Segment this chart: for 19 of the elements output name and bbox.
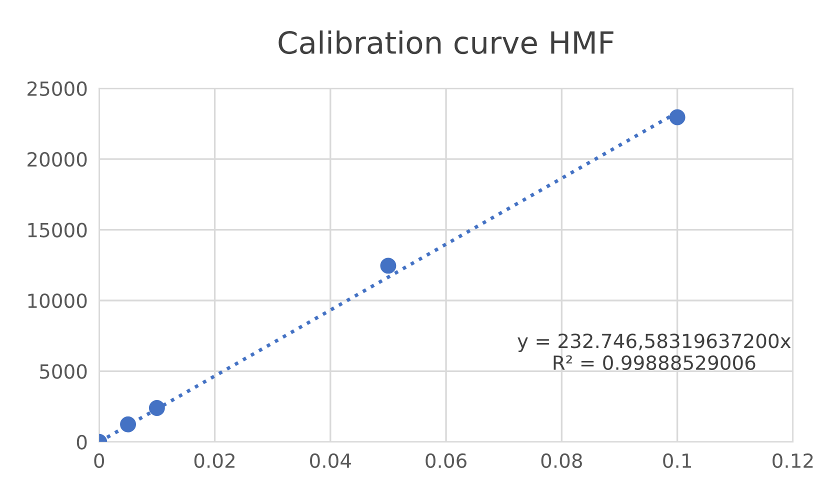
y-tick-label: 20000	[28, 152, 87, 167]
point	[669, 109, 686, 126]
x-tick-label: 0.04	[310, 453, 351, 468]
x-tick-label: 0.06	[426, 453, 466, 468]
chart-title: Calibration curve HMF	[278, 30, 614, 54]
x-tick-label: 0.02	[194, 453, 234, 468]
y-tick-label: 10000	[28, 293, 87, 308]
y-tick-label: 5000	[40, 364, 87, 379]
y-tick-label: 0	[76, 434, 87, 450]
point	[380, 258, 396, 274]
annotation: y = 232.746,58319637200x R² = 0.99888529006	[518, 334, 791, 370]
y-tick-label: 25000	[28, 81, 87, 96]
x-tick-label: 0.1	[663, 453, 691, 468]
point	[148, 400, 165, 416]
point	[120, 416, 136, 432]
y-tick-label: 15000	[28, 222, 87, 238]
x-tick-label: 0	[94, 453, 104, 468]
x-tick-label: 0.12	[772, 453, 813, 468]
x-tick-label: 0.08	[541, 453, 582, 468]
